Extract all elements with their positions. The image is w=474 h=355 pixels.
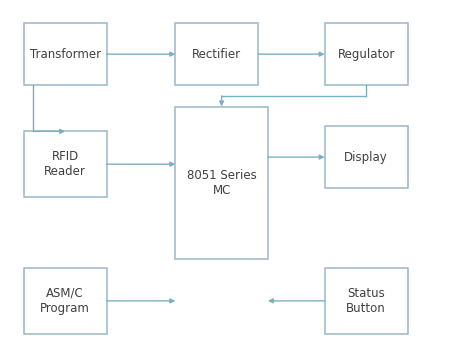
Text: Display: Display — [344, 151, 388, 164]
Text: RFID
Reader: RFID Reader — [44, 150, 86, 178]
Text: Transformer: Transformer — [29, 48, 101, 61]
FancyBboxPatch shape — [175, 23, 258, 85]
Text: 8051 Series
MC: 8051 Series MC — [187, 169, 256, 197]
FancyBboxPatch shape — [24, 268, 107, 334]
FancyBboxPatch shape — [24, 131, 107, 197]
FancyBboxPatch shape — [325, 23, 408, 85]
FancyBboxPatch shape — [325, 268, 408, 334]
FancyBboxPatch shape — [175, 106, 268, 259]
FancyBboxPatch shape — [325, 126, 408, 188]
Text: Status
Button: Status Button — [346, 287, 386, 315]
Text: ASM/C
Program: ASM/C Program — [40, 287, 90, 315]
Text: Rectifier: Rectifier — [192, 48, 241, 61]
Text: Regulator: Regulator — [337, 48, 395, 61]
FancyBboxPatch shape — [24, 23, 107, 85]
